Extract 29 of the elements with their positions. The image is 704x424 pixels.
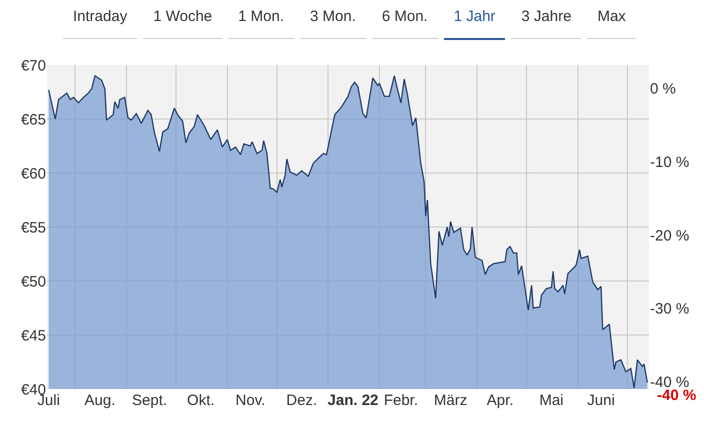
x-tick-label: Apr. <box>486 392 514 409</box>
y2-tick-label: -10 % <box>650 154 690 172</box>
x-tick-label: Aug. <box>84 392 116 409</box>
text: Intraday <box>63 0 138 39</box>
x-tick-label: Febr. <box>384 392 418 409</box>
x-tick-label: Sept. <box>132 392 168 409</box>
y2-tick-label: 0 % <box>650 80 676 98</box>
y2-tick-label: -30 % <box>650 300 690 318</box>
text: 3 Jahre <box>511 0 582 39</box>
y-tick-label: €60 <box>20 165 46 182</box>
x-tick-label: Okt. <box>187 392 215 409</box>
x-tick-label: Nov. <box>236 392 266 409</box>
x-tick-label: Dez. <box>286 392 318 409</box>
text: 6 Mon. <box>372 0 438 39</box>
x-tick-label: März <box>434 392 468 409</box>
x-tick-label: Jan. 22 <box>328 392 378 409</box>
y-tick-label: €50 <box>20 273 46 290</box>
y-tick-label: €70 <box>20 57 46 74</box>
text: 1 Jahr <box>444 0 506 40</box>
y-tick-label: €55 <box>20 219 46 236</box>
text: 1 Woche <box>143 0 222 39</box>
text: 1 Mon. <box>228 0 294 39</box>
x-tick-label: Mai <box>539 392 564 409</box>
text: Max <box>587 0 636 39</box>
x-tick-label: Juni <box>587 392 615 409</box>
y-tick-label: €45 <box>20 327 46 344</box>
y2-tick-label: -20 % <box>650 227 690 244</box>
text: 3 Mon. <box>300 0 366 39</box>
y-tick-label: €65 <box>20 111 46 128</box>
